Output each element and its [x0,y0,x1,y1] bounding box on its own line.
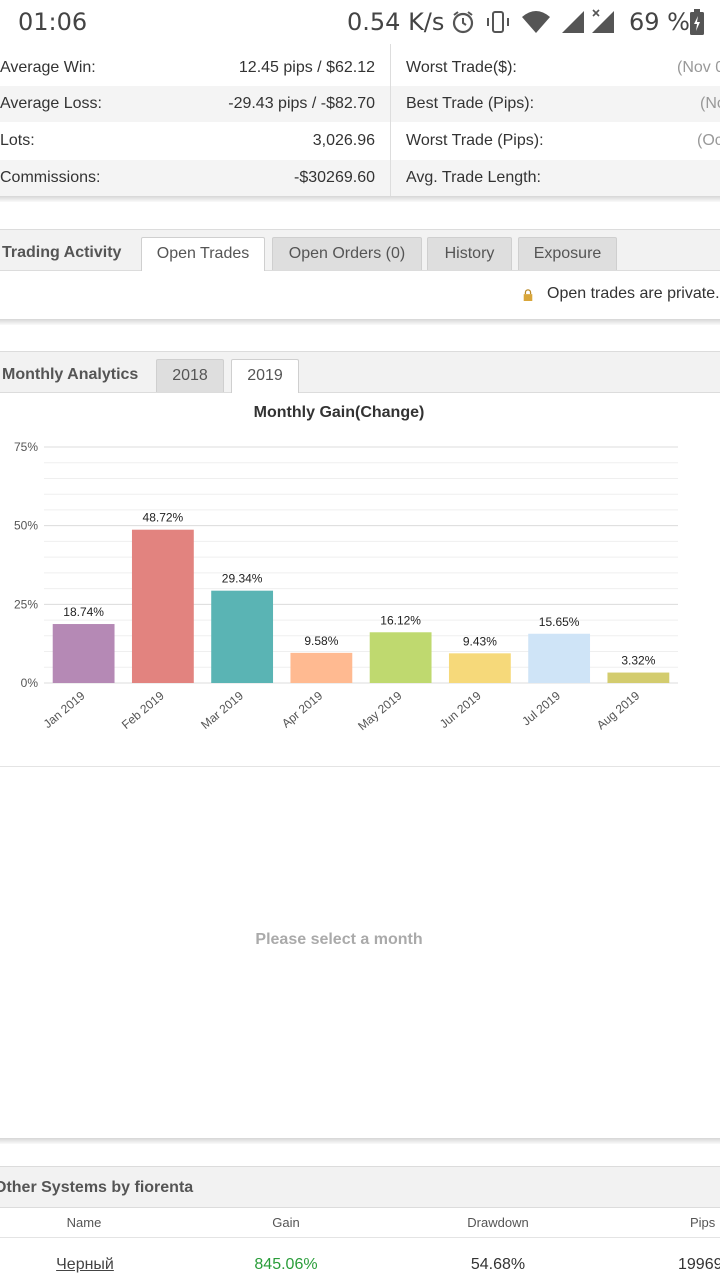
column-header-name: Name [66,1215,102,1230]
system-name-link[interactable]: Черный [56,1256,114,1273]
stat-label: Best Trade (Pips): [406,95,535,112]
column-divider [390,44,391,196]
monthly-analytics-title: Monthly Analytics [2,366,139,383]
stat-value: 3,026.96 [312,132,375,149]
vibrate-icon [487,11,509,33]
divider [0,319,720,325]
trading-activity-header: Trading Activity Open Trades Open Orders… [0,229,720,271]
select-month-message: Please select a month [255,931,423,948]
stats-row: Average Loss: -29.43 pips / -$82.70 [0,86,720,122]
x-tick-label: Mar 2019 [198,688,246,732]
stat-value: -29.43 pips / -$82.70 [228,95,375,112]
tab-exposure[interactable]: Exposure [518,237,617,270]
tab-open-orders[interactable]: Open Orders (0) [272,237,422,270]
bar-jul-2019 [528,633,591,683]
stat-label: Avg. Trade Length: [406,169,541,186]
bar-apr-2019 [290,652,353,683]
wifi-icon [522,11,550,33]
column-header-gain: Gain [272,1215,300,1230]
y-tick-label: 25% [14,597,38,611]
tab-history[interactable]: History [427,237,512,270]
divider [0,1237,720,1238]
alarm-icon [452,11,474,34]
column-header-pips: Pips [690,1215,716,1230]
other-systems-title: Other Systems by fiorenta [0,1179,194,1196]
status-bar: 01:06 0.54 K/s 69 % [0,0,720,46]
monthly-gain-chart: 0% 25% 50% 75% 18.74% Jan 2019 48.72% Feb 2019 2… [14,440,678,733]
data-label: 48.72% [143,511,184,525]
chart-title: Monthly Gain(Change) [253,404,425,421]
private-trades-message: Open trades are private. [547,285,720,302]
x-tick-label: May 2019 [355,688,405,733]
system-gain: 845.06% [254,1256,318,1273]
x-tick-label: Jan 2019 [41,688,88,731]
stat-value: (No [700,95,720,112]
battery-icon [690,9,704,35]
signal-no-data-icon [592,9,614,33]
data-label: 15.65% [539,615,580,629]
status-time: 01:06 [18,8,88,36]
stat-label: Lots: [0,132,35,149]
system-drawdown: 54.68% [470,1256,526,1273]
stat-label: Average Win: [0,59,96,76]
x-tick-label: Aug 2019 [594,688,643,732]
data-label: 18.74% [63,605,104,619]
bar-mar-2019 [211,590,274,683]
other-systems-header [0,1166,720,1208]
bar-jun-2019 [448,653,511,683]
divider [0,196,720,202]
tab-open-trades[interactable]: Open Trades [141,237,265,271]
y-tick-label: 0% [21,676,39,690]
divider [0,1138,720,1144]
bar-aug-2019 [607,672,670,683]
battery-percent: 69 % [629,8,690,36]
x-tick-label: Jun 2019 [437,688,484,731]
tab-year-2018[interactable]: 2018 [156,359,224,392]
stats-row: Average Win: 12.45 pips / $62.12 [0,50,720,86]
stats-row: Commissions: -$30269.60 [0,160,720,196]
lock-icon [523,289,533,301]
column-header-drawdown: Drawdown [467,1215,529,1230]
monthly-analytics-header: Monthly Analytics 2018 2019 [0,351,720,393]
stats-row: Lots: 3,026.96 [0,123,720,159]
bar-jan-2019 [52,624,115,683]
network-speed: 0.54 K/s [347,8,445,36]
signal-icon [562,11,584,33]
data-label: 16.12% [380,613,421,627]
y-tick-label: 75% [14,440,38,454]
data-label: 9.58% [304,634,338,648]
x-tick-label: Feb 2019 [119,688,167,732]
data-label: 3.32% [621,654,655,668]
account-stats-table: Average Win: 12.45 pips / $62.12 Average… [0,50,720,198]
stat-label: Commissions: [0,169,101,186]
y-tick-label: 50% [14,519,38,533]
stat-value: (Oc [697,132,720,149]
tab-year-2019[interactable]: 2019 [231,359,299,393]
bar-feb-2019 [131,529,194,683]
stat-value: 12.45 pips / $62.12 [238,59,375,76]
x-tick-label: Jul 2019 [519,688,563,728]
data-label: 29.34% [222,572,263,586]
stat-label: Worst Trade (Pips): [406,132,544,149]
stat-label: Worst Trade($): [406,59,517,76]
data-label: 9.43% [463,634,497,648]
system-pips: 19969 [678,1256,720,1273]
x-tick-label: Apr 2019 [279,688,326,730]
trading-activity-title: Trading Activity [2,244,122,261]
stat-value: (Nov 0 [677,59,720,76]
bar-may-2019 [369,632,432,683]
stat-value: -$30269.60 [294,169,375,186]
stat-label: Average Loss: [0,95,102,112]
divider [0,766,720,767]
